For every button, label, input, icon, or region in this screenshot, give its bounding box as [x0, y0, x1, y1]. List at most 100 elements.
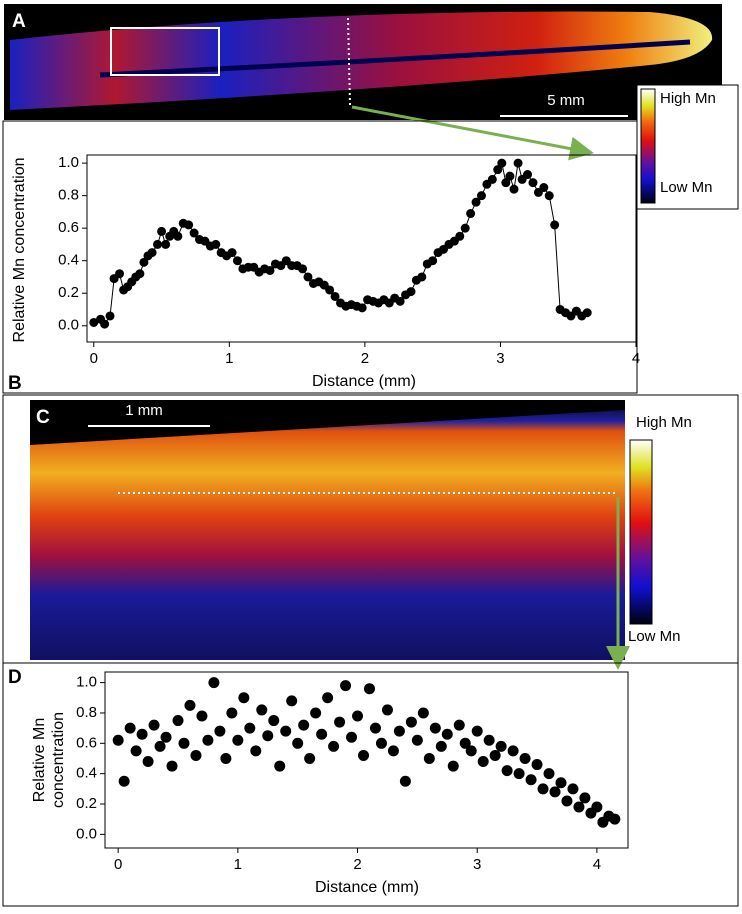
data-point	[395, 296, 405, 306]
data-point	[352, 710, 364, 722]
plot-frame	[86, 154, 637, 343]
data-point	[135, 269, 145, 279]
data-point	[387, 745, 399, 757]
data-point	[513, 158, 523, 168]
data-point	[346, 731, 358, 743]
data-point	[549, 786, 561, 798]
data-point	[489, 749, 501, 761]
y-tick-label: 0.2	[76, 795, 97, 812]
data-point	[89, 317, 99, 327]
data-point	[304, 752, 316, 764]
data-point	[460, 223, 470, 233]
data-point	[567, 783, 579, 795]
x-axis-label: Distance (mm)	[315, 879, 419, 896]
scale-label: 1 mm	[125, 402, 163, 419]
data-point	[544, 191, 554, 201]
data-point	[435, 740, 447, 752]
data-point	[358, 749, 370, 761]
data-point	[543, 768, 555, 780]
data-point	[136, 728, 148, 740]
data-point	[100, 319, 110, 329]
data-point	[459, 737, 471, 749]
x-tick-label: 0	[114, 856, 122, 873]
x-tick-label: 3	[496, 350, 504, 367]
data-point	[505, 171, 515, 181]
data-point	[189, 228, 199, 238]
data-point	[310, 707, 322, 719]
data-point	[244, 722, 256, 734]
data-point	[157, 226, 167, 236]
data-point	[509, 184, 519, 194]
data-point	[232, 734, 244, 746]
data-point	[493, 165, 503, 175]
data-point	[501, 765, 513, 777]
colorbar	[629, 439, 653, 625]
data-point	[363, 683, 375, 695]
x-axis-label: Distance (mm)	[312, 373, 416, 390]
panel-label: B	[8, 373, 22, 394]
data-point	[148, 719, 160, 731]
panel-frame	[2, 120, 638, 394]
panel-label: A	[12, 11, 26, 32]
data-point	[357, 303, 367, 313]
colorbar-low: Low Mn	[628, 628, 681, 645]
data-point	[262, 730, 274, 742]
data-point	[268, 715, 280, 727]
y-tick-label: 0.2	[58, 284, 79, 301]
data-point	[555, 777, 567, 789]
image-background	[30, 400, 625, 445]
data-point	[105, 311, 115, 321]
x-tick-label: 2	[361, 350, 369, 367]
data-point	[477, 756, 489, 768]
data-point	[328, 740, 340, 752]
data-point	[303, 272, 313, 282]
y-tick-label: 0.6	[76, 734, 97, 751]
data-point	[375, 737, 387, 749]
panel-label: D	[8, 667, 22, 688]
data-point	[393, 725, 405, 737]
y-tick-label: 0.4	[76, 765, 97, 782]
data-point	[172, 715, 184, 727]
data-point	[465, 745, 477, 757]
data-point	[227, 248, 237, 258]
data-point	[537, 783, 549, 795]
data-point	[513, 768, 525, 780]
data-point	[166, 760, 178, 772]
y-tick-label: 0.8	[58, 187, 79, 204]
data-point	[325, 285, 335, 295]
data-point	[428, 256, 438, 266]
leaf-vein	[99, 39, 691, 78]
data-point	[471, 197, 481, 207]
data-point	[528, 178, 538, 188]
data-point	[495, 740, 507, 752]
data-point	[298, 719, 310, 731]
y-tick-label: 0.6	[58, 219, 79, 236]
scale-label: 5 mm	[547, 92, 585, 109]
data-point	[476, 191, 486, 201]
data-point	[429, 722, 441, 734]
data-point	[466, 209, 476, 219]
image-c	[30, 400, 625, 660]
data-point	[501, 178, 511, 188]
data-point	[591, 801, 603, 813]
colorbar	[640, 88, 656, 204]
data-point	[220, 752, 232, 764]
y-axis-label: Relative Mn concentration	[11, 158, 28, 343]
data-point	[455, 231, 465, 241]
arrow	[351, 105, 594, 161]
x-tick-label: 1	[225, 350, 233, 367]
y-tick-label: 0.0	[76, 825, 97, 842]
y-tick-label: 0.8	[76, 704, 97, 721]
data-point	[256, 704, 268, 716]
data-point	[154, 740, 166, 752]
data-point	[173, 231, 183, 241]
x-tick-label: 4	[593, 856, 601, 873]
panel-label: C	[36, 407, 50, 428]
data-point	[280, 725, 292, 737]
data-point	[381, 704, 393, 716]
x-tick-label: 2	[353, 856, 361, 873]
x-tick-label: 3	[473, 856, 481, 873]
data-point	[406, 287, 416, 297]
data-point	[507, 745, 519, 757]
data-point	[298, 264, 308, 274]
